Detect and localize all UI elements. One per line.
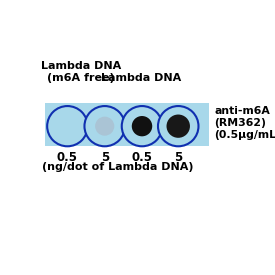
- Circle shape: [84, 106, 125, 146]
- Circle shape: [47, 106, 88, 146]
- FancyBboxPatch shape: [45, 103, 209, 146]
- Text: anti-m6A
(RM362)
(0.5μg/mL): anti-m6A (RM362) (0.5μg/mL): [214, 106, 275, 141]
- Text: 5: 5: [174, 150, 182, 164]
- Text: Lambda DNA
(m6A free): Lambda DNA (m6A free): [41, 61, 121, 83]
- Circle shape: [95, 117, 114, 136]
- Text: Lambda DNA: Lambda DNA: [101, 73, 181, 83]
- Text: 5: 5: [101, 150, 109, 164]
- Text: 0.5: 0.5: [57, 150, 78, 164]
- Text: 0.5: 0.5: [131, 150, 153, 164]
- Circle shape: [166, 114, 190, 138]
- Circle shape: [126, 110, 158, 142]
- Circle shape: [161, 109, 195, 143]
- Circle shape: [122, 106, 162, 146]
- Text: (ng/dot of Lambda DNA): (ng/dot of Lambda DNA): [42, 162, 193, 172]
- Circle shape: [132, 116, 152, 136]
- Circle shape: [158, 106, 199, 146]
